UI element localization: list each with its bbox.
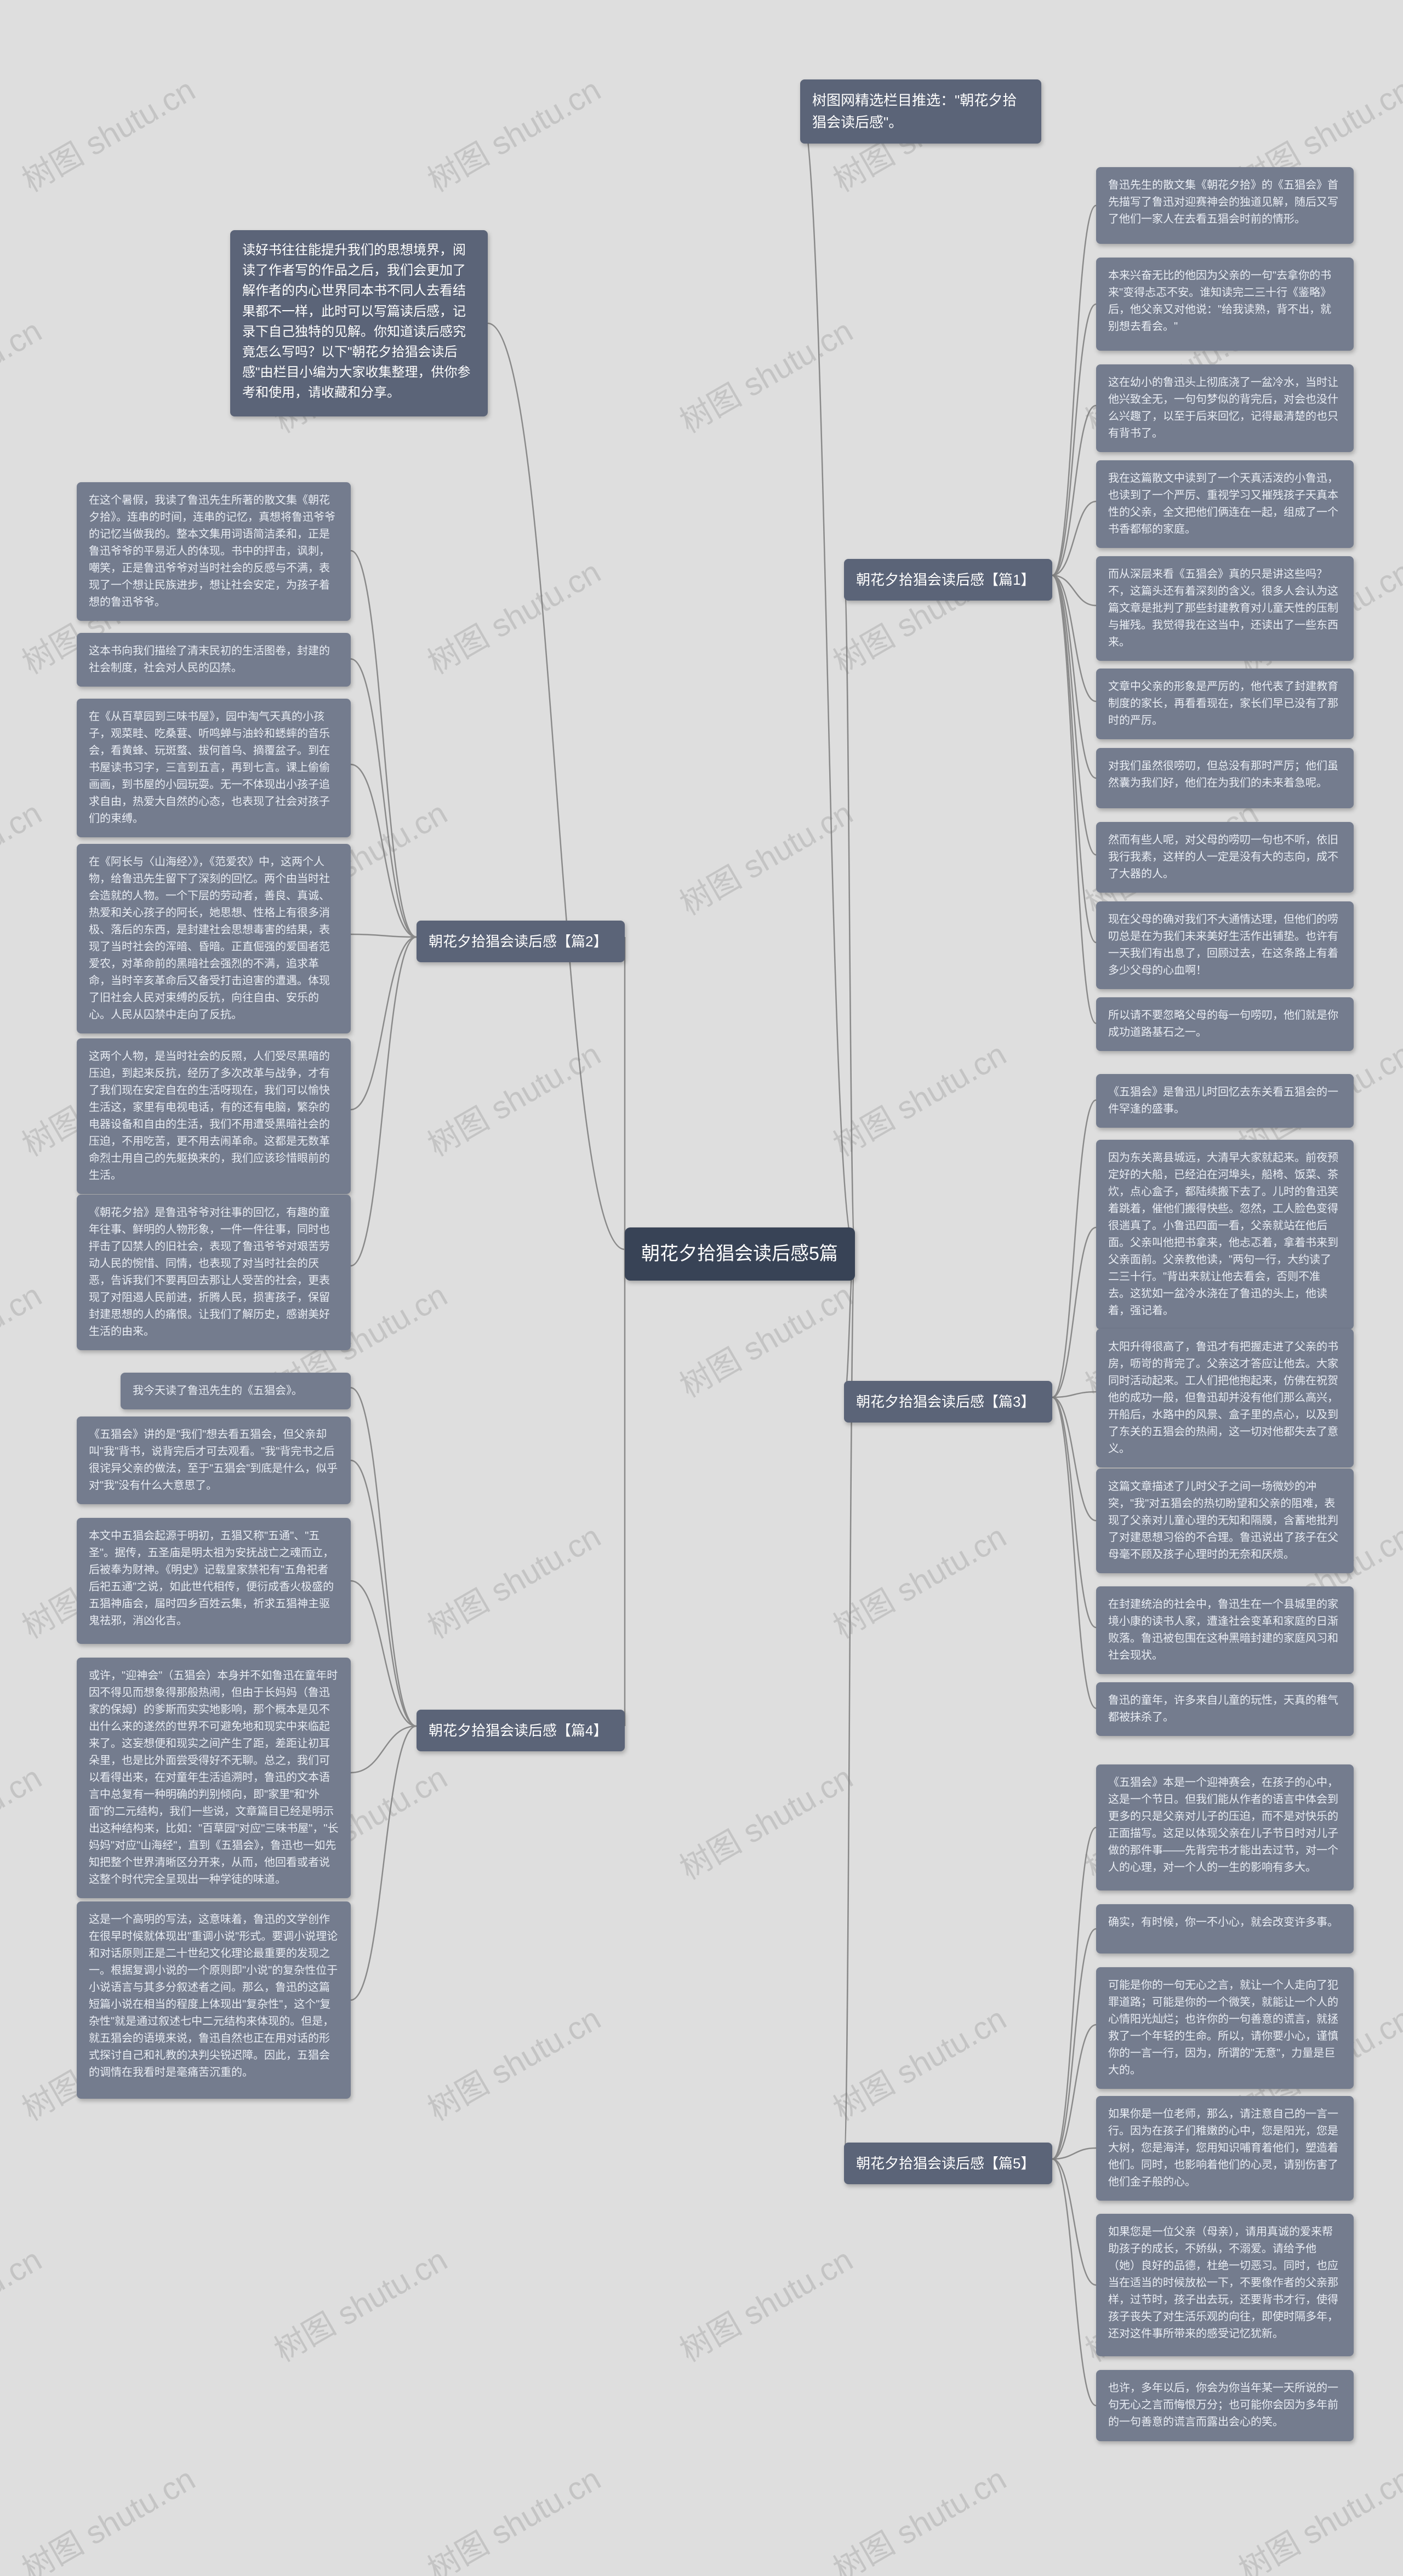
leaf-b1-1[interactable]: 本来兴奋无比的他因为父亲的一句"去拿你的书来"变得忐忑不安。谁知读完二三十行《鉴… [1096, 258, 1354, 351]
branch-b2[interactable]: 朝花夕拾猖会读后感【篇2】 [417, 921, 625, 962]
watermark: 树图 shutu.cn [670, 788, 860, 924]
leaf-b4-4[interactable]: 这是一个高明的写法，这意味着，鲁迅的文学创作在很早时候就体现出"重调小说"形式。… [77, 1901, 351, 2099]
leaf-b3-4[interactable]: 在封建统治的社会中，鲁迅生在一个县城里的家境小康的读书人家，遭逢社会变革和家庭的… [1096, 1586, 1354, 1674]
leaf-b2-3[interactable]: 在《阿长与〈山海经〉》，《范爱农》中，这两个人物，给鲁迅先生留下了深刻的回忆。两… [77, 844, 351, 1033]
watermark: 树图 shutu.cn [670, 1270, 860, 1406]
intro-node[interactable]: 读好书往往能提升我们的思想境界，阅读了作者写的作品之后，我们会更加了解作者的内心… [230, 230, 488, 416]
watermark: 树图 shutu.cn [824, 2454, 1013, 2576]
branch-b3[interactable]: 朝花夕拾猖会读后感【篇3】 [844, 1381, 1052, 1423]
leaf-b3-3[interactable]: 这篇文章描述了儿时父子之间一场微妙的冲突，"我"对五猖会的热切盼望和父亲的阻难，… [1096, 1469, 1354, 1573]
leaf-b2-0[interactable]: 在这个暑假，我读了鲁迅先生所著的散文集《朝花夕拾》。连串的时间，连串的记忆，真想… [77, 482, 351, 621]
watermark: 树图 shutu.cn [265, 2235, 454, 2371]
leaf-b4-0[interactable]: 我今天读了鲁迅先生的《五猖会》。 [121, 1373, 351, 1409]
branch-b4[interactable]: 朝花夕拾猖会读后感【篇4】 [417, 1710, 625, 1751]
leaf-b4-3[interactable]: 或许，"迎神会"（五猖会）本身并不如鲁迅在童年时因不得见而想象得那般热闹，但由于… [77, 1658, 351, 1898]
watermark: 树图 shutu.cn [418, 1029, 608, 1165]
watermark: 树图 shutu.cn [418, 547, 608, 683]
mindmap-stage: 树图 shutu.cn 树图 shutu.cn 树图 shutu.cn 树图 shut… [0, 0, 1403, 2576]
recommend-node[interactable]: 树图网精选栏目推选："朝花夕拾猖会读后感"。 [800, 79, 1041, 144]
watermark: 树图 shutu.cn [670, 306, 860, 442]
watermark: 树图 shutu.cn [418, 65, 608, 201]
watermark: 树图 shutu.cn [824, 1029, 1013, 1165]
watermark: 树图 shutu.cn [670, 2235, 860, 2371]
leaf-b1-7[interactable]: 然而有些人呢，对父母的唠叨一句也不听，依旧我行我素，这样的人一定是没有大的志向，… [1096, 822, 1354, 893]
watermark: 树图 shutu.cn [418, 1994, 608, 2129]
watermark: 树图 shutu.cn [824, 1994, 1013, 2129]
leaf-b1-4[interactable]: 而从深层来看《五猖会》真的只是讲这些吗？不，这篇头还有着深刻的含义。很多人会认为… [1096, 556, 1354, 661]
watermark: 树图 shutu.cn [0, 788, 49, 924]
leaf-b1-0[interactable]: 鲁迅先生的散文集《朝花夕拾》的《五猖会》首先描写了鲁迅对迎赛神会的独道见解，随后… [1096, 167, 1354, 244]
watermark: 树图 shutu.cn [418, 2454, 608, 2576]
leaf-b1-2[interactable]: 这在幼小的鲁迅头上彻底浇了一盆冷水，当时让他兴致全无，一句句梦似的背完后，对会也… [1096, 364, 1354, 452]
watermark: 树图 shutu.cn [0, 306, 49, 442]
watermark: 树图 shutu.cn [13, 65, 202, 201]
watermark: 树图 shutu.cn [1229, 2454, 1403, 2576]
leaf-b2-4[interactable]: 这两个人物，是当时社会的反照，人们受尽黑暗的压迫，到起来反抗，经历了多次改革与战… [77, 1038, 351, 1194]
watermark: 树图 shutu.cn [418, 1511, 608, 1647]
leaf-b5-5[interactable]: 也许，多年以后，你会为你当年某一天所说的一句无心之言而悔恨万分；也可能你会因为多… [1096, 2370, 1354, 2441]
watermark: 树图 shutu.cn [0, 1270, 49, 1406]
leaf-b3-1[interactable]: 因为东关离县城远，大清早大家就起来。前夜预定好的大船，已经泊在河埠头，船椅、饭菜… [1096, 1140, 1354, 1329]
leaf-b4-1[interactable]: 《五猖会》讲的是"我们"想去看五猖会，但父亲却叫"我"背书，说背完后才可去观看。… [77, 1416, 351, 1504]
branch-b1[interactable]: 朝花夕拾猖会读后感【篇1】 [844, 559, 1052, 601]
watermark: 树图 shutu.cn [824, 1511, 1013, 1647]
leaf-b3-0[interactable]: 《五猖会》是鲁迅儿时回忆去东关看五猖会的一件罕逢的盛事。 [1096, 1074, 1354, 1128]
watermark: 树图 shutu.cn [0, 2235, 49, 2371]
leaf-b5-0[interactable]: 《五猖会》本是一个迎神赛会，在孩子的心中，这是一个节日。但我们能从作者的语言中体… [1096, 1764, 1354, 1890]
leaf-b3-2[interactable]: 太阳升得很高了，鲁迅才有把握走进了父亲的书房，呖岢的背完了。父亲这才答应让他去。… [1096, 1329, 1354, 1467]
center-node[interactable]: 朝花夕拾猖会读后感5篇 [625, 1227, 855, 1281]
leaf-b2-5[interactable]: 《朝花夕拾》是鲁迅爷爷对往事的回忆，有趣的童年往事、鲜明的人物形象，一件一件往事… [77, 1195, 351, 1350]
leaf-b5-4[interactable]: 如果您是一位父亲（母亲），请用真诚的爱来帮助孩子的成长，不娇纵，不溺爱。请给予他… [1096, 2214, 1354, 2356]
leaf-b5-1[interactable]: 确实，有时候，你一不小心，就会改变许多事。 [1096, 1904, 1354, 1954]
leaf-b1-9[interactable]: 所以请不要忽略父母的每一句唠叨，他们就是你成功道路基石之一。 [1096, 997, 1354, 1051]
leaf-b3-5[interactable]: 鲁迅的童年，许多来自儿童的玩性，天真的稚气都被抹杀了。 [1096, 1682, 1354, 1736]
leaf-b1-5[interactable]: 文章中父亲的形象是严厉的，他代表了封建教育制度的家长，再看看现在，家长们早已没有… [1096, 669, 1354, 739]
leaf-b1-8[interactable]: 现在父母的确对我们不大通情达理，但他们的唠叨总是在为我们未来美好生活作出铺垫。也… [1096, 901, 1354, 989]
leaf-b1-6[interactable]: 对我们虽然很唠叨，但总没有那时严厉；他们虽然囊为我们好，他们在为我们的未来着急呢… [1096, 748, 1354, 808]
watermark: 树图 shutu.cn [670, 1752, 860, 1888]
leaf-b5-3[interactable]: 如果你是一位老师，那么，请注意自己的一言一行。因为在孩子们稚嫩的心中，您是阳光，… [1096, 2096, 1354, 2201]
leaf-b2-1[interactable]: 这本书向我们描绘了清末民初的生活图卷，封建的社会制度，社会对人民的囚禁。 [77, 633, 351, 687]
watermark: 树图 shutu.cn [13, 2454, 202, 2576]
leaf-b5-2[interactable]: 可能是你的一句无心之言，就让一个人走向了犯罪道路；可能是你的一个微笑，就能让一个… [1096, 1967, 1354, 2089]
leaf-b1-3[interactable]: 我在这篇散文中读到了一个天真活泼的小鲁迅，也读到了一个严厉、重视学习又摧残孩子天… [1096, 460, 1354, 548]
leaf-b4-2[interactable]: 本文中五猖会起源于明初，五猖又称"五通"、"五圣"。据传，五圣庙是明太祖为安抚战… [77, 1518, 351, 1644]
watermark: 树图 shutu.cn [0, 1752, 49, 1888]
branch-b5[interactable]: 朝花夕拾猖会读后感【篇5】 [844, 2143, 1052, 2184]
leaf-b2-2[interactable]: 在《从百草园到三味书屋》，园中淘气天真的小孩子，观菜畦、吃桑葚、听鸣蝉与油蛉和蟋… [77, 699, 351, 837]
